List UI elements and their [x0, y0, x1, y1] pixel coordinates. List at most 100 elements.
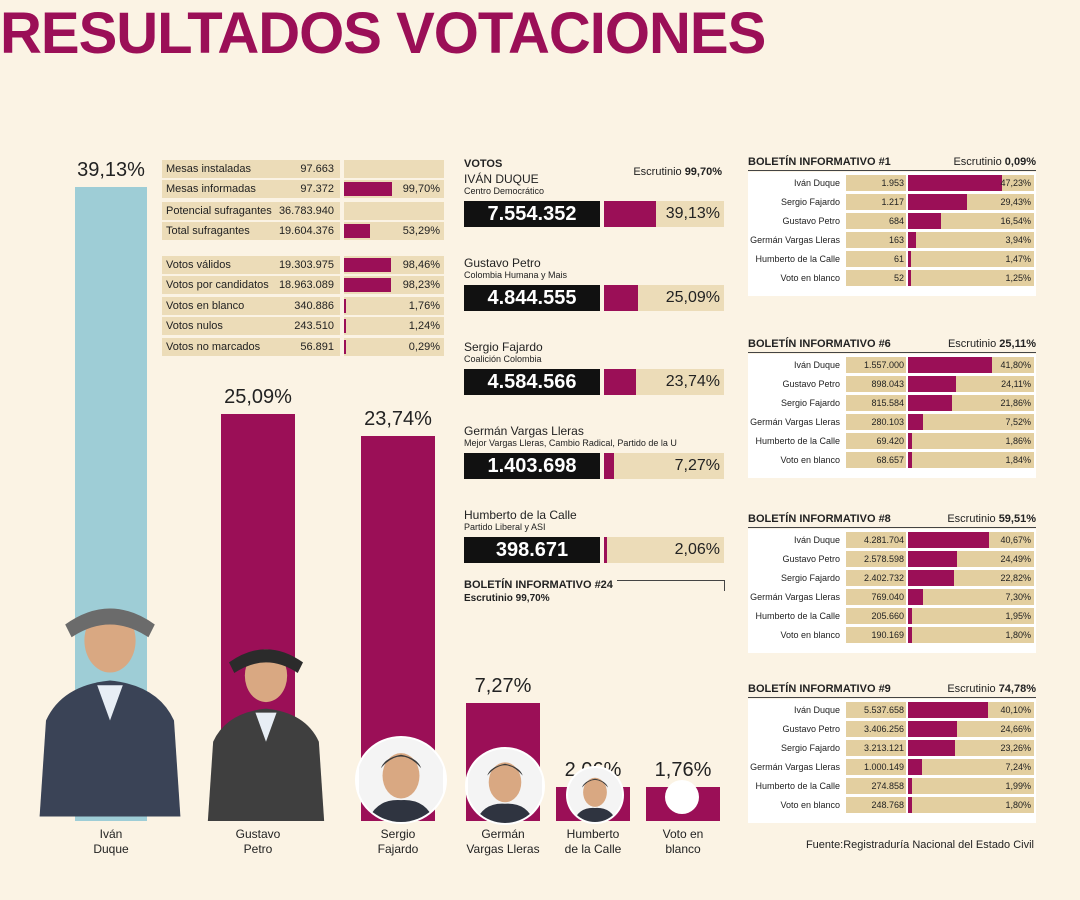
boletin-votes: 1.953	[846, 175, 906, 191]
boletin-pct: 24,49%	[1000, 554, 1031, 564]
boletin-candidate: Germán Vargas Lleras	[750, 235, 840, 245]
vote-candidate-name: Gustavo Petro	[464, 256, 541, 270]
main-bar-label: 7,27%	[474, 675, 532, 698]
boletin-bar	[908, 532, 990, 548]
boletin-bar-track: 1,95%	[908, 608, 1034, 624]
stat-label: Potencial sufragantes	[162, 202, 340, 220]
boletin-title-text: BOLETÍN INFORMATIVO #1	[748, 156, 891, 168]
boletin-bar-track: 1,86%	[908, 433, 1034, 449]
boletin-votes: 815.584	[846, 395, 906, 411]
candidate-name-line: Fajardo	[377, 842, 419, 856]
boletin-bar-track: 29,43%	[908, 194, 1034, 210]
boletin-escrutinio-value: 25,11%	[999, 338, 1036, 350]
boletin-bar	[908, 570, 954, 586]
stat-row: Votos válidos 19.303.975 98,46%	[162, 256, 444, 274]
boletin-bar	[908, 433, 912, 449]
boletin-bar-track: 7,52%	[908, 414, 1034, 430]
boletin-votes: 2.578.598	[846, 551, 906, 567]
vote-pct: 23,74%	[665, 373, 720, 390]
boletin-row: Gustavo Petro 2.578.598 24,49%	[748, 551, 1036, 568]
boletin-row: Iván Duque 1.557.000 41,80%	[748, 357, 1036, 374]
boletin-candidate: Humberto de la Calle	[755, 611, 840, 621]
boletin-pct: 1,86%	[1005, 436, 1031, 446]
boletin-row: Iván Duque 4.281.704 40,67%	[748, 532, 1036, 549]
boletin-pct: 29,43%	[1000, 197, 1031, 207]
boletin-candidate: Iván Duque	[793, 178, 840, 188]
boletin-bar-track: 22,82%	[908, 570, 1034, 586]
boletin-bar-track: 1,84%	[908, 452, 1034, 468]
stat-row: Potencial sufragantes 36.783.940	[162, 202, 444, 220]
vote-pct: 7,27%	[674, 457, 720, 474]
boletin-candidate: Voto en blanco	[780, 630, 840, 640]
boletin-votes: 1.000.149	[846, 759, 906, 775]
boletin-bar-track: 47,23%	[908, 175, 1034, 191]
boletin-votes: 5.537.658	[846, 702, 906, 718]
vote-bar-track: 25,09%	[604, 285, 724, 311]
boletin-votes: 898.043	[846, 376, 906, 392]
vote-candidate-name: Humberto de la Calle	[464, 508, 577, 522]
page-title: RESULTADOS VOTACIONES	[0, 1, 766, 66]
boletin-table: Iván Duque 4.281.704 40,67% Gustavo Petro 2.…	[748, 529, 1036, 653]
candidate-name-line: Gustavo	[235, 827, 281, 841]
stat-label: Votos por candidatos	[162, 276, 340, 294]
boletin-bar-track: 24,49%	[908, 551, 1034, 567]
boletin-candidate: Germán Vargas Lleras	[750, 762, 840, 772]
boletin-bar	[908, 175, 1003, 191]
votes-escrutinio-label: Escrutinio	[633, 166, 682, 178]
boletin-votes: 769.040	[846, 589, 906, 605]
vote-bar-track: 7,27%	[604, 453, 724, 479]
boletin-title-text: BOLETÍN INFORMATIVO #8	[748, 513, 891, 525]
boletin-candidate: Voto en blanco	[780, 800, 840, 810]
boletin-votes: 280.103	[846, 414, 906, 430]
boletin-bar-track: 1,47%	[908, 251, 1034, 267]
stat-bar-cell: 1,76%	[344, 297, 444, 315]
boletin-bar	[908, 797, 912, 813]
candidate-name-line: Sergio	[380, 827, 416, 841]
candidate-name-line: Vargas Lleras	[466, 842, 540, 856]
stat-pct: 98,46%	[402, 259, 440, 271]
boletin-title-text: BOLETÍN INFORMATIVO #6	[748, 338, 891, 350]
stat-row: Total sufragantes 19.604.376 53,29%	[162, 222, 444, 240]
boletin-pct: 1,95%	[1005, 611, 1031, 621]
boletin-bar	[908, 721, 958, 737]
vote-bar	[604, 201, 657, 227]
boletin-escrutinio-label: Escrutinio	[947, 338, 1000, 350]
boletin-bar	[908, 414, 924, 430]
main-bar-label: 23,74%	[364, 408, 432, 431]
boletin-pct: 1,80%	[1005, 800, 1031, 810]
candidate-name: Iván Duque	[55, 827, 167, 857]
stat-value: 19.303.975	[278, 259, 334, 271]
stat-row: Votos por candidatos 18.963.089 98,23%	[162, 276, 444, 294]
candidate-name-line: de la Calle	[564, 842, 622, 856]
boletin-candidate: Sergio Fajardo	[780, 398, 840, 408]
candidate-name-line: Voto en	[662, 827, 704, 841]
avatar	[355, 736, 447, 824]
boletin-candidate: Gustavo Petro	[782, 379, 840, 389]
stat-bar-cell: 1,24%	[344, 317, 444, 335]
boletin-escrutinio-value: 0,09%	[1004, 156, 1036, 168]
boletin-escrutinio-label: Escrutinio	[947, 683, 999, 695]
stat-label: Mesas instaladas	[162, 160, 340, 178]
avatar	[30, 588, 190, 821]
boletin-pct: 7,52%	[1005, 417, 1031, 427]
votes-header-label: VOTOS	[464, 158, 503, 170]
stat-row: Mesas instaladas 97.663	[162, 160, 444, 178]
boletin-row: Germán Vargas Lleras 280.103 7,52%	[748, 414, 1036, 431]
vote-count: 7.554.352	[464, 201, 600, 227]
boletin-bar	[908, 270, 911, 286]
boletin-pct: 40,10%	[1000, 705, 1031, 715]
vote-count: 4.584.566	[464, 369, 600, 395]
boletin-bar-track: 1,80%	[908, 797, 1034, 813]
boletin-row: Voto en blanco 52 1,25%	[748, 270, 1036, 287]
boletin-bar-track: 24,66%	[908, 721, 1034, 737]
boletin-pct: 1,25%	[1005, 273, 1031, 283]
boletin-votes: 3.213.121	[846, 740, 906, 756]
boletin-candidate: Humberto de la Calle	[755, 436, 840, 446]
stat-row: Votos nulos 243.510 1,24%	[162, 317, 444, 335]
boletin-bar-track: 21,86%	[908, 395, 1034, 411]
boletin-pct: 21,86%	[1000, 398, 1031, 408]
avatar	[665, 780, 699, 814]
vote-bar-track: 23,74%	[604, 369, 724, 395]
boletin-table: Iván Duque 1.953 47,23% Sergio Fajardo 1.217…	[748, 172, 1036, 296]
candidate-name-line: Petro	[243, 842, 273, 856]
